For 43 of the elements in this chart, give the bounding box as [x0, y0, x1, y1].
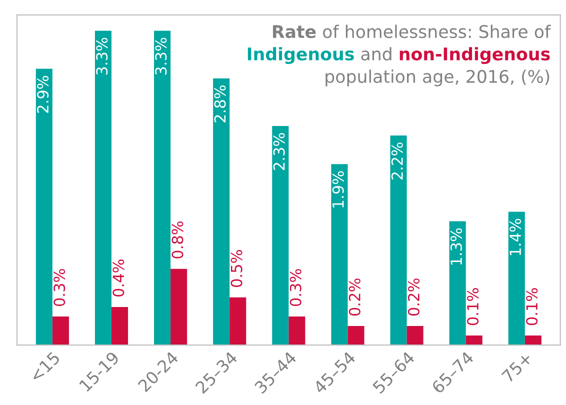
bar	[154, 30, 171, 346]
bar	[111, 306, 128, 346]
bar	[449, 221, 466, 346]
data-label: 0.2%	[348, 278, 360, 316]
data-label: 2.2%	[391, 142, 403, 180]
bar	[230, 297, 246, 346]
bar	[331, 164, 348, 346]
bar	[213, 78, 230, 346]
data-label: 1.9%	[332, 171, 344, 208]
bar	[94, 30, 112, 346]
chart-title: Rate of homelessness: Share of	[272, 24, 551, 38]
data-label: 2.3%	[273, 133, 285, 170]
series-label: Indigenous	[248, 47, 354, 64]
bar	[288, 316, 306, 346]
data-label: 0.1%	[466, 288, 479, 326]
annotation: and	[361, 47, 392, 61]
data-label: 3.3%	[96, 38, 108, 75]
data-label: 1.3%	[450, 228, 462, 265]
bar	[36, 68, 52, 346]
data-label: 0.2%	[408, 278, 420, 316]
data-label: 2.8%	[214, 85, 226, 122]
bar	[508, 212, 525, 346]
bar	[406, 326, 424, 346]
x-tick-label: <15	[29, 351, 61, 383]
data-label: 0.4%	[112, 260, 124, 297]
bar	[170, 268, 188, 346]
text: population age, 2016, (%)	[326, 70, 550, 86]
data-label: 2.9%	[37, 76, 49, 113]
data-label: 3.3%	[155, 38, 167, 75]
data-label: 0.1%	[526, 288, 538, 326]
data-label: 0.3%	[54, 269, 66, 306]
data-label: 0.5%	[230, 250, 242, 287]
bar	[272, 126, 289, 346]
bar	[390, 135, 407, 346]
bar	[52, 316, 69, 346]
bar	[348, 326, 364, 346]
data-label: 0.8%	[172, 221, 184, 258]
text: non-Indigenous	[400, 47, 550, 64]
bar	[524, 336, 542, 346]
x-tick-label: 75+	[501, 352, 533, 383]
bar	[466, 336, 482, 346]
data-label: 0.3%	[290, 269, 302, 306]
data-label: 1.4%	[510, 218, 522, 256]
